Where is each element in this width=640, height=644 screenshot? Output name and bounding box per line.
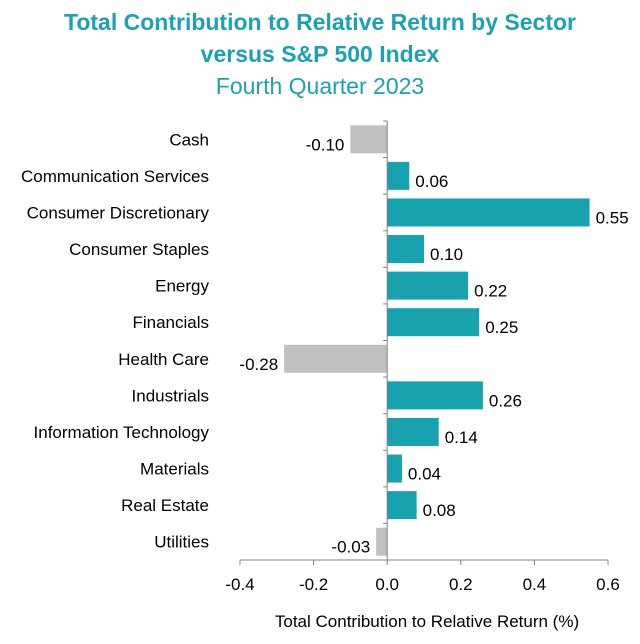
category-label: Consumer Discretionary [27, 203, 210, 222]
x-tick-label: -0.4 [225, 575, 254, 594]
value-label: -0.28 [239, 355, 278, 374]
value-label: -0.10 [306, 135, 345, 154]
bar [387, 161, 410, 190]
chart-title: Total Contribution to Relative Return by… [64, 9, 576, 35]
x-axis-title: Total Contribution to Relative Return (%… [275, 612, 579, 631]
value-label: 0.04 [408, 465, 441, 484]
value-label: -0.03 [331, 538, 370, 557]
value-label: 0.08 [423, 501, 456, 520]
x-tick-label: 0.4 [523, 575, 547, 594]
category-label: Real Estate [121, 496, 209, 515]
bar [387, 235, 424, 264]
category-label: Health Care [118, 350, 209, 369]
category-label: Energy [155, 277, 209, 296]
category-label: Financials [132, 313, 209, 332]
x-tick-label: 0.2 [449, 575, 473, 594]
category-label: Consumer Staples [69, 240, 209, 259]
value-label: 0.10 [430, 245, 463, 264]
chart-title-block: Total Contribution to Relative Return by… [0, 6, 640, 102]
category-label: Utilities [154, 533, 209, 552]
value-label: 0.55 [596, 208, 629, 227]
category-label: Cash [169, 130, 209, 149]
bar [387, 381, 483, 410]
bar [387, 308, 480, 337]
category-label: Communication Services [21, 167, 209, 186]
category-label: Information Technology [34, 423, 210, 442]
bar [387, 271, 469, 300]
bar [387, 454, 402, 483]
value-label: 0.22 [474, 282, 507, 301]
x-tick-label: -0.2 [299, 575, 328, 594]
chart-title-line2: versus S&P 500 Index [200, 41, 440, 67]
value-label: 0.06 [415, 172, 448, 191]
category-label: Industrials [132, 386, 209, 405]
x-tick-label: 0.6 [596, 575, 620, 594]
value-label: 0.25 [485, 318, 518, 337]
value-label: 0.26 [489, 391, 522, 410]
bar [387, 198, 590, 227]
bar [350, 125, 388, 154]
bar [387, 417, 439, 446]
chart-subtitle: Fourth Quarter 2023 [215, 73, 425, 99]
bar [387, 491, 417, 520]
bar [284, 344, 388, 373]
value-label: 0.14 [445, 428, 478, 447]
bar [376, 527, 388, 556]
category-label: Materials [140, 460, 209, 479]
x-tick-label: 0.0 [375, 575, 399, 594]
